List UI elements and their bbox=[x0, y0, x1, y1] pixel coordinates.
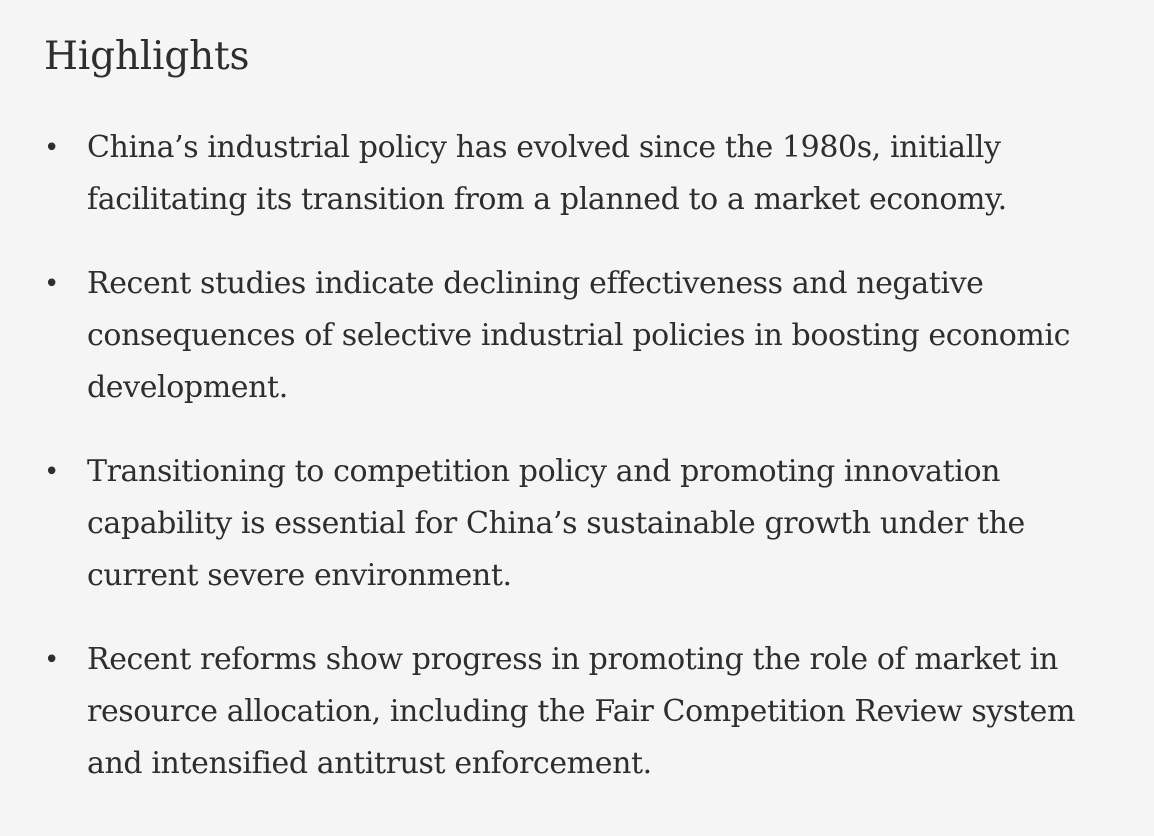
highlight-item: • Transitioning to competition policy an… bbox=[44, 446, 1094, 602]
bullet-icon: • bbox=[44, 269, 59, 299]
highlight-item: • Recent reforms show progress in promot… bbox=[44, 634, 1094, 790]
highlights-list: • China’s industrial policy has evolved … bbox=[44, 122, 1094, 790]
bullet-icon: • bbox=[44, 645, 59, 675]
highlight-text: Transitioning to competition policy and … bbox=[87, 454, 1025, 593]
highlight-text: China’s industrial policy has evolved si… bbox=[87, 130, 1007, 217]
highlights-heading: Highlights bbox=[44, 34, 250, 79]
highlight-item: • Recent studies indicate declining effe… bbox=[44, 258, 1094, 414]
bullet-icon: • bbox=[44, 133, 59, 163]
bullet-icon: • bbox=[44, 457, 59, 487]
highlight-text: Recent reforms show progress in promotin… bbox=[87, 642, 1076, 781]
highlight-item: • China’s industrial policy has evolved … bbox=[44, 122, 1094, 226]
highlight-text: Recent studies indicate declining effect… bbox=[87, 266, 1071, 405]
